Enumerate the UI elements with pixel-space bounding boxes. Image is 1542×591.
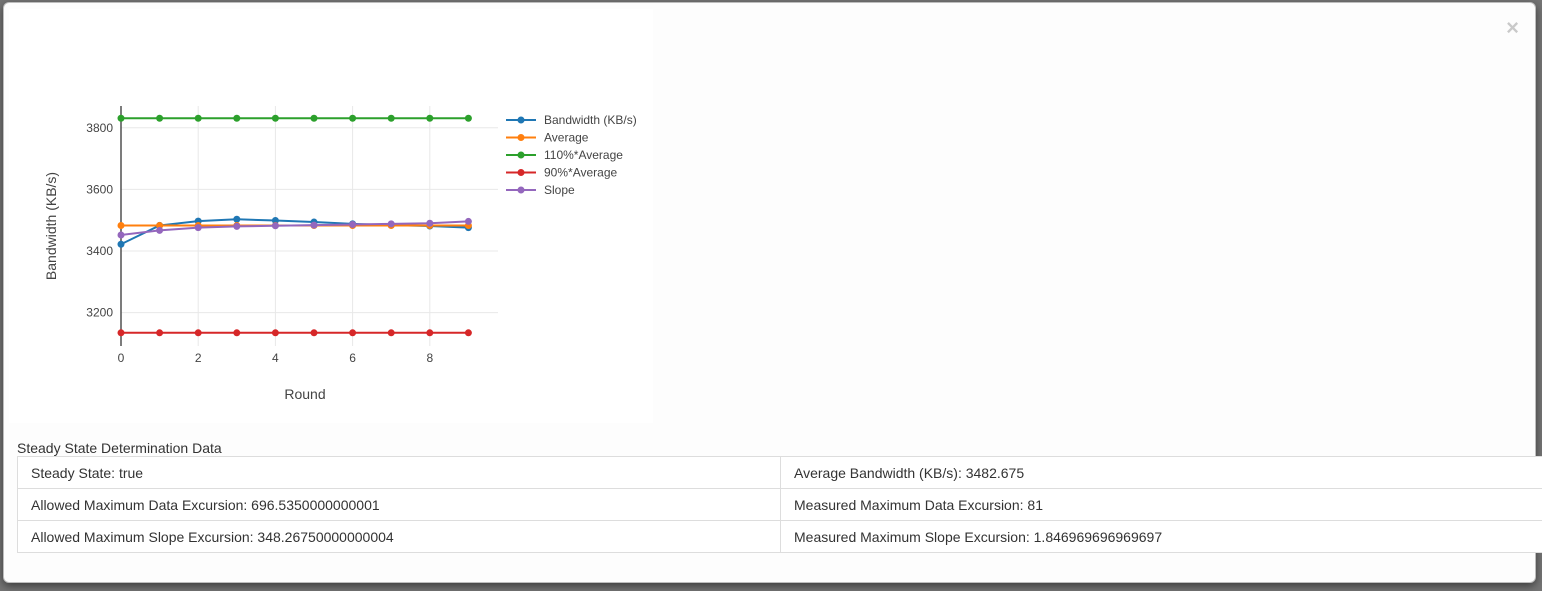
series-marker[interactable] [349, 221, 357, 229]
series-marker[interactable] [233, 215, 241, 223]
legend-swatch-marker [517, 116, 525, 124]
legend-label: Bandwidth (KB/s) [544, 113, 637, 127]
legend-label: Average [544, 131, 589, 145]
series-marker[interactable] [387, 114, 395, 122]
series-marker[interactable] [271, 222, 279, 230]
series-marker[interactable] [464, 217, 472, 225]
series-marker[interactable] [387, 220, 395, 228]
cell-steady-state: Steady State: true [17, 456, 781, 489]
series-marker[interactable] [426, 329, 434, 337]
table-row: Steady State: true Average Bandwidth (KB… [17, 456, 1542, 489]
series-marker[interactable] [156, 114, 164, 122]
series-marker[interactable] [426, 114, 434, 122]
series-marker[interactable] [464, 114, 472, 122]
series-marker[interactable] [156, 329, 164, 337]
series-marker[interactable] [271, 329, 279, 337]
series-marker[interactable] [233, 114, 241, 122]
series-marker[interactable] [349, 114, 357, 122]
series-line [120, 220, 469, 236]
x-tick-label: 4 [272, 351, 279, 365]
x-axis-label: Round [284, 386, 325, 402]
series-marker[interactable] [194, 224, 202, 232]
legend-swatch-marker [517, 134, 525, 141]
legend-label: Slope [544, 183, 575, 197]
series-marker[interactable] [156, 222, 164, 230]
legend-label: 110%*Average [544, 148, 623, 162]
series-marker[interactable] [117, 231, 125, 239]
cell-measured-slope-excursion: Measured Maximum Slope Excursion: 1.8469… [780, 520, 1542, 553]
series-marker[interactable] [156, 226, 164, 234]
table-row: Allowed Maximum Data Excursion: 696.5350… [17, 488, 1542, 521]
table-row: Allowed Maximum Slope Excursion: 348.267… [17, 520, 1542, 553]
steady-state-table: Steady State: true Average Bandwidth (KB… [17, 456, 1542, 553]
legend-label: 90%*Average [544, 166, 617, 180]
x-tick-label: 8 [426, 351, 433, 365]
x-tick-label: 2 [195, 351, 202, 365]
legend-item[interactable]: 90%*Average [506, 166, 617, 180]
series-marker[interactable] [387, 329, 395, 337]
legend-swatch-marker [517, 169, 525, 176]
series-marker[interactable] [233, 329, 241, 337]
table-title: Steady State Determination Data [17, 440, 222, 456]
series-marker[interactable] [426, 219, 434, 227]
close-icon[interactable]: × [1506, 15, 1519, 40]
steady-state-modal: × 3200 3400 3600 3800 0 2 4 6 8 Round Bandwidth (K… [3, 2, 1542, 583]
series-marker[interactable] [349, 329, 357, 337]
series-marker[interactable] [271, 217, 279, 225]
legend-item[interactable]: 110%*Average [506, 148, 623, 162]
legend-swatch-marker [517, 151, 525, 159]
y-axis-label: Bandwidth (KB/s) [43, 172, 59, 280]
series-marker[interactable] [194, 114, 202, 122]
series-marker[interactable] [117, 114, 125, 122]
y-tick-label: 3200 [86, 306, 113, 320]
cell-measured-data-excursion: Measured Maximum Data Excursion: 81 [780, 488, 1542, 521]
series-marker[interactable] [194, 329, 202, 337]
x-tick-label: 0 [118, 351, 125, 365]
legend: Bandwidth (KB/s) Average 110%*Average 90%*A… [506, 113, 637, 197]
cell-average-bandwidth: Average Bandwidth (KB/s): 3482.675 [780, 456, 1542, 489]
series-marker[interactable] [117, 329, 125, 337]
cell-allowed-data-excursion: Allowed Maximum Data Excursion: 696.5350… [17, 488, 781, 521]
series-marker[interactable] [117, 222, 125, 230]
series-marker[interactable] [271, 114, 279, 122]
legend-swatch-marker [517, 186, 525, 194]
series-marker[interactable] [310, 329, 318, 337]
chart-container[interactable]: 3200 3400 3600 3800 0 2 4 6 8 Round Bandwidth (KB/… [9, 9, 653, 423]
y-tick-label: 3600 [86, 182, 113, 196]
series-marker[interactable] [310, 221, 318, 229]
series-marker[interactable] [464, 329, 472, 337]
y-tick-label: 3800 [86, 121, 113, 135]
legend-item[interactable]: Average [506, 131, 589, 145]
series-marker[interactable] [233, 222, 241, 230]
y-tick-label: 3400 [86, 244, 113, 258]
x-tick-label: 6 [349, 351, 356, 365]
legend-item[interactable]: Slope [506, 183, 575, 197]
bandwidth-chart[interactable]: 3200 3400 3600 3800 0 2 4 6 8 Round Bandwidth (KB/… [9, 9, 653, 423]
series-marker[interactable] [117, 240, 125, 248]
cell-allowed-slope-excursion: Allowed Maximum Slope Excursion: 348.267… [17, 520, 781, 553]
series-marker[interactable] [310, 114, 318, 122]
legend-item[interactable]: Bandwidth (KB/s) [506, 113, 637, 127]
